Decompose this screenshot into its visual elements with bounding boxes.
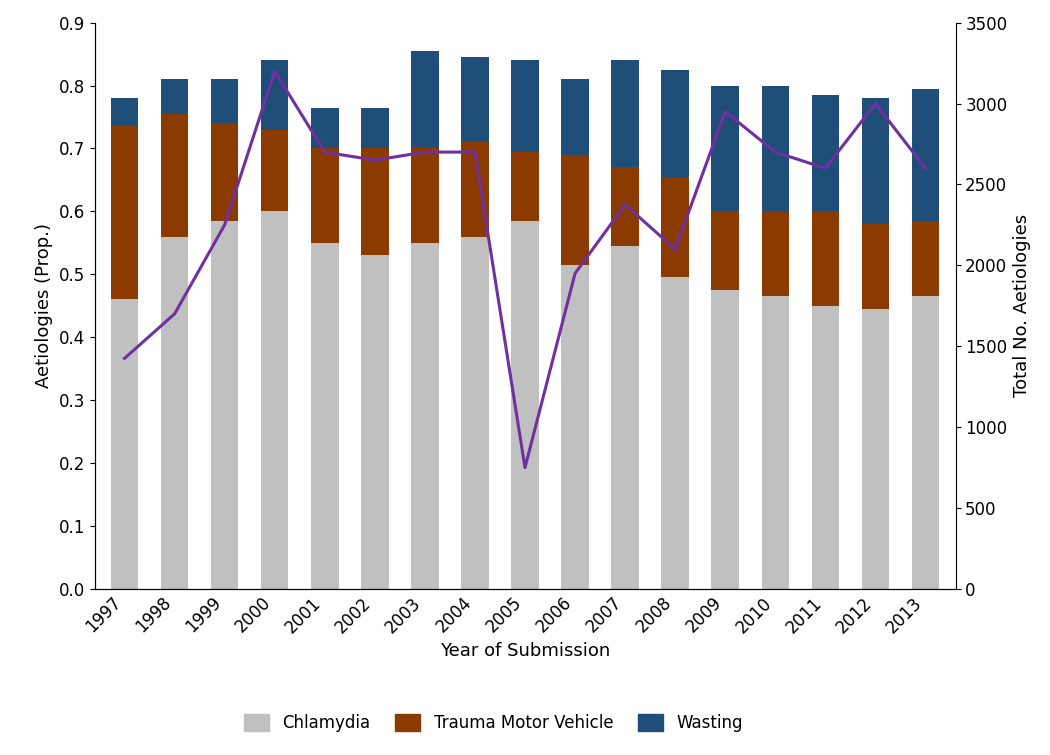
Bar [712, 211, 739, 290]
Bar [211, 123, 238, 221]
Bar [812, 95, 839, 211]
Bar [461, 142, 488, 236]
Bar [261, 60, 289, 130]
Bar [261, 130, 289, 211]
Bar [712, 85, 739, 211]
Bar [662, 277, 689, 589]
Bar [562, 79, 589, 155]
Bar [662, 177, 689, 277]
Bar [761, 85, 789, 211]
Bar [161, 114, 188, 236]
Bar [662, 69, 689, 177]
Bar [911, 220, 940, 296]
Bar [461, 57, 488, 142]
Bar [911, 89, 940, 221]
Bar [361, 149, 388, 255]
Bar [461, 236, 488, 589]
Bar [361, 108, 388, 149]
Bar [412, 51, 439, 149]
Bar [862, 98, 889, 224]
Bar [611, 60, 638, 168]
Bar [761, 211, 789, 296]
X-axis label: Year of Submission: Year of Submission [440, 642, 610, 660]
Bar [611, 246, 638, 589]
Bar [110, 98, 139, 126]
Bar [361, 255, 388, 589]
Bar [412, 243, 439, 589]
Bar [562, 155, 589, 265]
Bar [812, 306, 839, 589]
Bar [311, 243, 338, 589]
Bar [311, 149, 338, 243]
Bar [161, 236, 188, 589]
Bar [211, 221, 238, 589]
Bar [712, 290, 739, 589]
Bar [862, 309, 889, 589]
Bar [110, 300, 139, 589]
Bar [161, 79, 188, 114]
Legend: Chlamydia, Trauma Motor Vehicle, Wasting: Chlamydia, Trauma Motor Vehicle, Wasting [237, 707, 750, 739]
Bar [511, 60, 539, 152]
Bar [562, 265, 589, 589]
Bar [311, 108, 338, 149]
Bar [812, 211, 839, 306]
Bar [511, 152, 539, 221]
Bar [911, 296, 940, 589]
Bar [211, 79, 238, 123]
Bar [862, 224, 889, 309]
Y-axis label: Total No. Aetiologies: Total No. Aetiologies [1013, 214, 1031, 397]
Y-axis label: Aetiologies (Prop.): Aetiologies (Prop.) [35, 223, 52, 388]
Bar [761, 296, 789, 589]
Bar [611, 168, 638, 246]
Bar [110, 126, 139, 300]
Bar [261, 211, 289, 589]
Bar [511, 221, 539, 589]
Bar [412, 149, 439, 243]
